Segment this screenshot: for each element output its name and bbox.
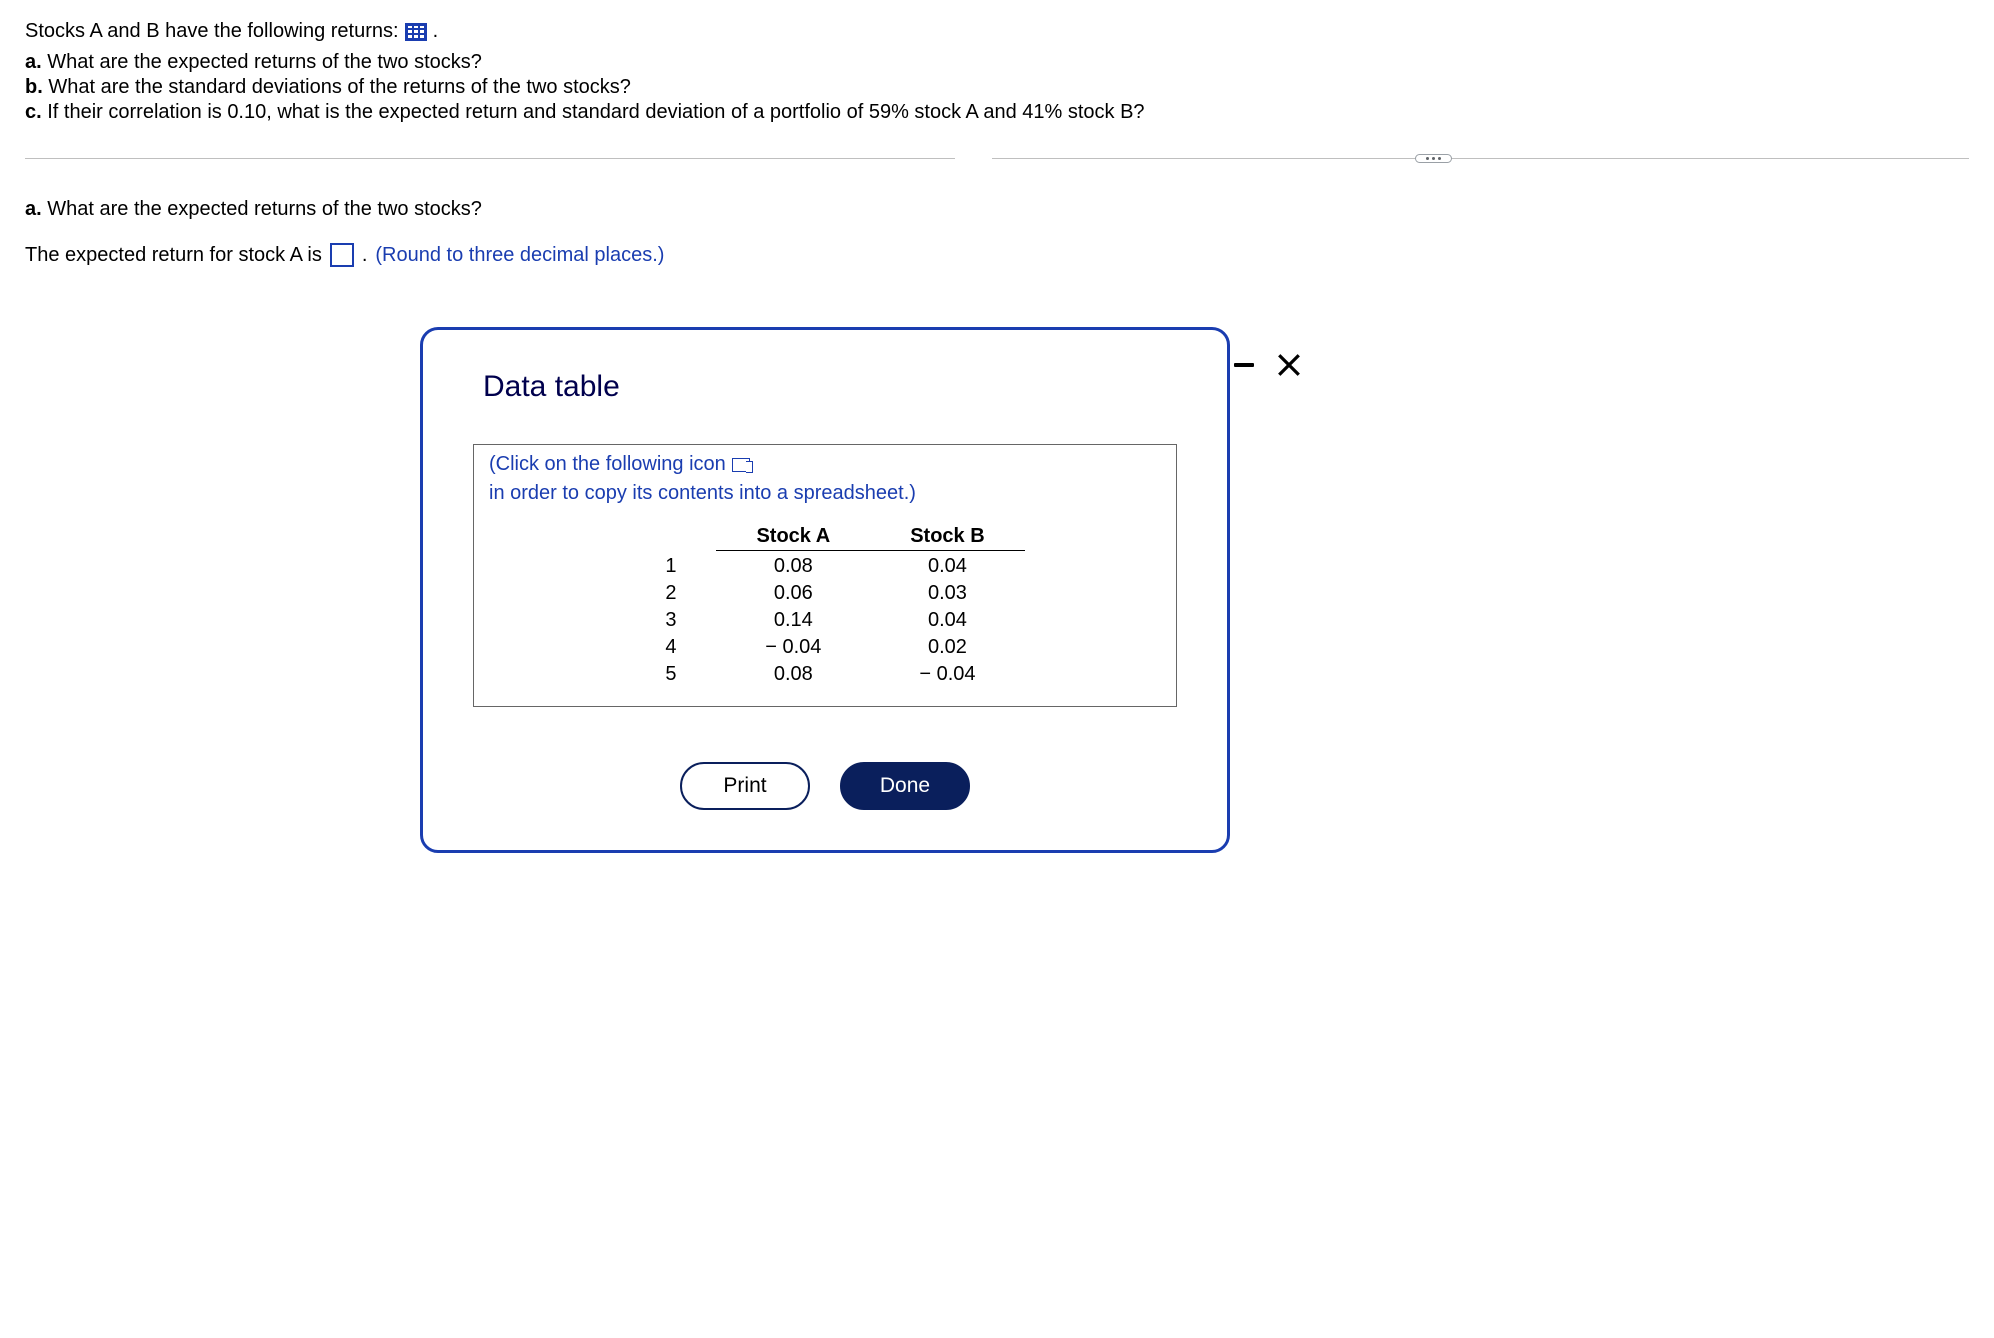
question-part-b: b. What are the standard deviations of t… — [25, 76, 1969, 99]
done-button[interactable]: Done — [840, 762, 970, 810]
cell-stock-b: − 0.04 — [870, 661, 1024, 688]
cell-stock-a: − 0.04 — [716, 634, 870, 661]
part-a-text: What are the expected returns of the two… — [42, 51, 482, 73]
row-index: 2 — [625, 580, 716, 607]
part-b-label: b. — [25, 76, 43, 98]
returns-table: Stock A Stock B 1 0.08 0.04 2 0.06 0.03 — [625, 523, 1024, 688]
table-header-stock-b: Stock B — [870, 523, 1024, 551]
copy-icon[interactable] — [732, 458, 750, 472]
table-body: 1 0.08 0.04 2 0.06 0.03 3 0.14 0.04 — [625, 551, 1024, 689]
modal-content: (Click on the following icon in order to… — [473, 444, 1177, 707]
row-index: 5 — [625, 661, 716, 688]
print-button[interactable]: Print — [680, 762, 810, 810]
table-row: 5 0.08 − 0.04 — [625, 661, 1024, 688]
question-intro-period: . — [433, 20, 439, 43]
cell-stock-b: 0.04 — [870, 607, 1024, 634]
part-b-text: What are the standard deviations of the … — [43, 76, 631, 98]
row-index: 3 — [625, 607, 716, 634]
copy-to-spreadsheet-hint: (Click on the following icon in order to… — [489, 453, 1161, 505]
rounding-hint: (Round to three decimal places.) — [375, 244, 664, 267]
table-header-stock-a: Stock A — [716, 523, 870, 551]
data-table-icon[interactable] — [405, 23, 427, 41]
data-table-modal: Data table (Click on the following icon … — [420, 327, 1230, 853]
divider-line — [25, 158, 955, 159]
row-index: 4 — [625, 634, 716, 661]
question-part-a: a. What are the expected returns of the … — [25, 51, 1969, 74]
answer-suffix: . — [362, 244, 368, 267]
modal-title: Data table — [483, 370, 1177, 404]
table-row: 1 0.08 0.04 — [625, 551, 1024, 581]
more-options-pill[interactable] — [1415, 154, 1452, 163]
modal-button-row: Print Done — [473, 762, 1177, 810]
table-header-row: Stock A Stock B — [625, 523, 1024, 551]
part-c-text: If their correlation is 0.10, what is th… — [42, 101, 1145, 123]
close-icon[interactable] — [1276, 352, 1302, 378]
table-row: 4 − 0.04 0.02 — [625, 634, 1024, 661]
data-table-wrapper: Stock A Stock B 1 0.08 0.04 2 0.06 0.03 — [489, 523, 1161, 688]
cell-stock-a: 0.14 — [716, 607, 870, 634]
question-part-c: c. If their correlation is 0.10, what is… — [25, 101, 1969, 124]
table-header-blank — [625, 523, 716, 551]
answer-line: The expected return for stock A is . (Ro… — [25, 243, 1969, 267]
answer-prompt-text: What are the expected returns of the two… — [42, 198, 482, 220]
question-block: Stocks A and B have the following return… — [25, 20, 1969, 124]
table-row: 2 0.06 0.03 — [625, 580, 1024, 607]
cell-stock-b: 0.03 — [870, 580, 1024, 607]
row-index: 1 — [625, 551, 716, 581]
cell-stock-b: 0.04 — [870, 551, 1024, 581]
answer-prompt: a. What are the expected returns of the … — [25, 198, 1969, 221]
expected-return-input[interactable] — [330, 243, 354, 267]
cell-stock-a: 0.08 — [716, 551, 870, 581]
table-row: 3 0.14 0.04 — [625, 607, 1024, 634]
cell-stock-b: 0.02 — [870, 634, 1024, 661]
minimize-icon[interactable] — [1234, 363, 1254, 367]
answer-section: a. What are the expected returns of the … — [25, 198, 1969, 267]
section-divider — [25, 154, 1969, 163]
part-c-label: c. — [25, 101, 42, 123]
divider-line — [992, 158, 1969, 159]
question-intro-row: Stocks A and B have the following return… — [25, 20, 1969, 43]
cell-stock-a: 0.06 — [716, 580, 870, 607]
copy-hint-suffix: in order to copy its contents into a spr… — [489, 482, 916, 505]
part-a-label: a. — [25, 51, 42, 73]
answer-prompt-label: a. — [25, 198, 42, 220]
modal-window-controls — [1234, 352, 1302, 378]
copy-hint-prefix: (Click on the following icon — [489, 453, 726, 476]
cell-stock-a: 0.08 — [716, 661, 870, 688]
answer-prefix: The expected return for stock A is — [25, 244, 322, 267]
question-intro-text: Stocks A and B have the following return… — [25, 20, 399, 43]
